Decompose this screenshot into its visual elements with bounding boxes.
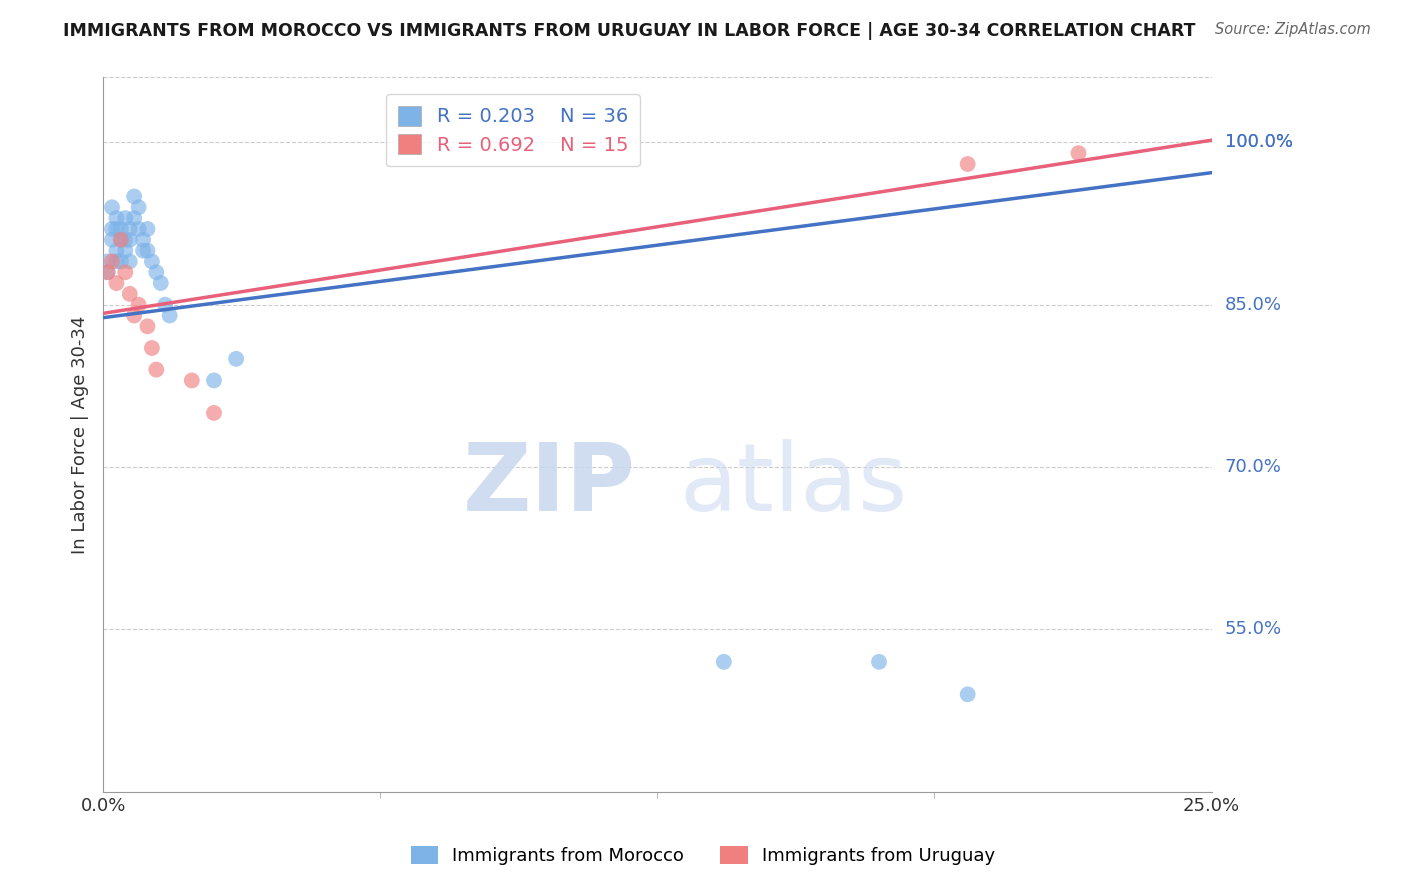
Point bbox=[225, 351, 247, 366]
Point bbox=[122, 211, 145, 226]
Point bbox=[159, 309, 181, 323]
Point bbox=[97, 265, 120, 279]
Point bbox=[101, 222, 124, 236]
Point bbox=[128, 200, 150, 214]
Legend: Immigrants from Morocco, Immigrants from Uruguay: Immigrants from Morocco, Immigrants from… bbox=[404, 838, 1002, 872]
Point bbox=[149, 276, 172, 290]
Text: atlas: atlas bbox=[679, 439, 908, 531]
Point bbox=[1067, 146, 1090, 161]
Point bbox=[105, 276, 128, 290]
Point bbox=[202, 406, 225, 420]
Point bbox=[956, 687, 979, 701]
Point bbox=[202, 374, 225, 388]
Point bbox=[118, 286, 141, 301]
Point bbox=[110, 222, 132, 236]
Text: 85.0%: 85.0% bbox=[1225, 296, 1282, 314]
Point bbox=[105, 211, 128, 226]
Point bbox=[105, 222, 128, 236]
Point bbox=[141, 341, 163, 355]
Text: 55.0%: 55.0% bbox=[1225, 620, 1282, 639]
Point bbox=[110, 233, 132, 247]
Point bbox=[97, 254, 120, 268]
Point bbox=[128, 222, 150, 236]
Point bbox=[122, 309, 145, 323]
Point bbox=[118, 233, 141, 247]
Point bbox=[132, 244, 155, 258]
Point bbox=[180, 374, 202, 388]
Point bbox=[136, 222, 159, 236]
Point bbox=[145, 362, 167, 376]
Point bbox=[136, 319, 159, 334]
Point bbox=[114, 265, 136, 279]
Point bbox=[141, 254, 163, 268]
Text: 100.0%: 100.0% bbox=[1225, 134, 1292, 152]
Point bbox=[713, 655, 735, 669]
Point bbox=[114, 244, 136, 258]
Point bbox=[97, 265, 120, 279]
Point bbox=[128, 298, 150, 312]
Point bbox=[101, 233, 124, 247]
Legend: R = 0.203    N = 36, R = 0.692    N = 15: R = 0.203 N = 36, R = 0.692 N = 15 bbox=[387, 95, 640, 167]
Text: ZIP: ZIP bbox=[463, 439, 636, 531]
Point bbox=[136, 244, 159, 258]
Point bbox=[105, 254, 128, 268]
Text: Source: ZipAtlas.com: Source: ZipAtlas.com bbox=[1215, 22, 1371, 37]
Point bbox=[101, 254, 124, 268]
Text: 100.0%: 100.0% bbox=[1225, 134, 1292, 152]
Point bbox=[118, 222, 141, 236]
Point bbox=[114, 211, 136, 226]
Point bbox=[118, 254, 141, 268]
Point bbox=[114, 233, 136, 247]
Point bbox=[956, 157, 979, 171]
Text: IMMIGRANTS FROM MOROCCO VS IMMIGRANTS FROM URUGUAY IN LABOR FORCE | AGE 30-34 CO: IMMIGRANTS FROM MOROCCO VS IMMIGRANTS FR… bbox=[63, 22, 1195, 40]
Point bbox=[101, 200, 124, 214]
Point bbox=[110, 254, 132, 268]
Point bbox=[153, 298, 176, 312]
Y-axis label: In Labor Force | Age 30-34: In Labor Force | Age 30-34 bbox=[72, 316, 89, 554]
Text: 70.0%: 70.0% bbox=[1225, 458, 1282, 476]
Point bbox=[105, 244, 128, 258]
Point bbox=[868, 655, 890, 669]
Point bbox=[145, 265, 167, 279]
Point bbox=[110, 233, 132, 247]
Point bbox=[122, 189, 145, 203]
Point bbox=[132, 233, 155, 247]
